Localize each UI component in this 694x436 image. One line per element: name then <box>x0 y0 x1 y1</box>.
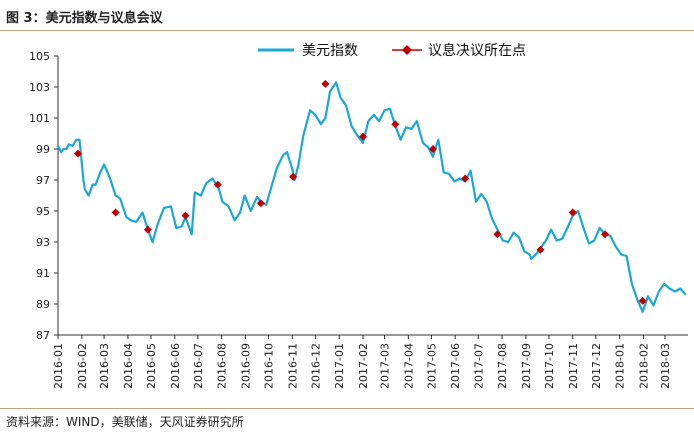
meeting-point <box>289 172 298 181</box>
x-tick-label: 2017-05 <box>425 343 438 389</box>
x-tick-label: 2017-04 <box>402 343 415 389</box>
meeting-point <box>568 208 577 217</box>
dollar-index-line <box>57 81 687 313</box>
x-tick-label: 2017-08 <box>496 343 509 389</box>
x-tick-label: 2016-11 <box>286 343 299 389</box>
x-tick-label: 2016-07 <box>192 343 205 389</box>
y-tick-label: 105 <box>29 50 50 63</box>
x-tick-label: 2018-03 <box>659 343 672 389</box>
x-tick-label: 2018-02 <box>637 343 650 389</box>
x-tick-label: 2017-03 <box>379 343 392 389</box>
x-tick-label: 2016-03 <box>98 343 111 389</box>
x-tick-label: 2016-04 <box>122 343 135 389</box>
x-tick-label: 2016-10 <box>263 343 276 389</box>
x-tick-label: 2016-12 <box>309 343 322 389</box>
x-tick-label: 2017-01 <box>333 343 346 389</box>
meeting-point <box>536 245 545 254</box>
meeting-point <box>321 79 330 88</box>
x-tick-label: 2017-12 <box>590 343 603 389</box>
meeting-point <box>111 208 120 217</box>
meeting-point <box>181 211 190 220</box>
chart-marks <box>57 79 687 313</box>
meeting-point <box>461 174 470 183</box>
figure-title: 图 3：美元指数与议息会议 <box>6 11 163 26</box>
y-tick-label: 87 <box>36 329 50 342</box>
y-tick-label: 93 <box>36 236 50 249</box>
y-tick-label: 99 <box>36 143 50 156</box>
meeting-point <box>213 180 222 189</box>
top-rule <box>0 30 694 31</box>
x-tick-label: 2016-09 <box>239 343 252 389</box>
y-tick-label: 97 <box>36 174 50 187</box>
meeting-point <box>143 225 152 234</box>
x-tick-label: 2018-01 <box>614 343 627 389</box>
meeting-point <box>256 199 265 208</box>
x-tick-label: 2016-01 <box>52 343 65 389</box>
x-tick-label: 2017-10 <box>543 343 556 389</box>
y-tick-label: 103 <box>29 81 50 94</box>
bottom-rule <box>0 408 694 409</box>
y-tick-label: 91 <box>36 267 50 280</box>
meeting-point <box>391 120 400 129</box>
y-tick-label: 101 <box>29 112 50 125</box>
x-tick-label: 2016-05 <box>145 343 158 389</box>
meeting-point <box>493 230 502 239</box>
y-tick-label: 95 <box>36 205 50 218</box>
x-tick-label: 2017-11 <box>567 343 580 389</box>
meeting-point <box>638 296 647 305</box>
meeting-point <box>428 145 437 153</box>
legend-label-index: 美元指数 <box>302 43 358 59</box>
y-tick-label: 89 <box>36 298 50 311</box>
meeting-point <box>73 149 82 158</box>
x-tick-label: 2016-06 <box>169 343 182 389</box>
axes: 87 89 91 93 95 97 99 101 103 105 2016-01 2016-02 201… <box>29 50 688 389</box>
legend-marker-swatch <box>402 45 412 55</box>
x-tick-label: 2017-02 <box>357 343 370 389</box>
x-tick-label: 2017-06 <box>449 343 462 389</box>
meeting-point <box>601 230 610 239</box>
x-tick-label: 2016-02 <box>76 343 89 389</box>
chart-legend: 美元指数 议息决议所在点 <box>258 42 526 59</box>
legend-label-meeting: 议息决议所在点 <box>428 42 526 59</box>
meeting-point <box>359 132 368 141</box>
dollar-index-chart: 87 89 91 93 95 97 99 101 103 105 2016-01 2016-02 201… <box>29 42 688 389</box>
x-tick-label: 2017-07 <box>472 343 485 389</box>
source-note: 资料来源：WIND，美联储，天风证券研究所 <box>6 415 244 429</box>
x-tick-label: 2017-09 <box>520 343 533 389</box>
x-tick-label: 2016-08 <box>216 343 229 389</box>
